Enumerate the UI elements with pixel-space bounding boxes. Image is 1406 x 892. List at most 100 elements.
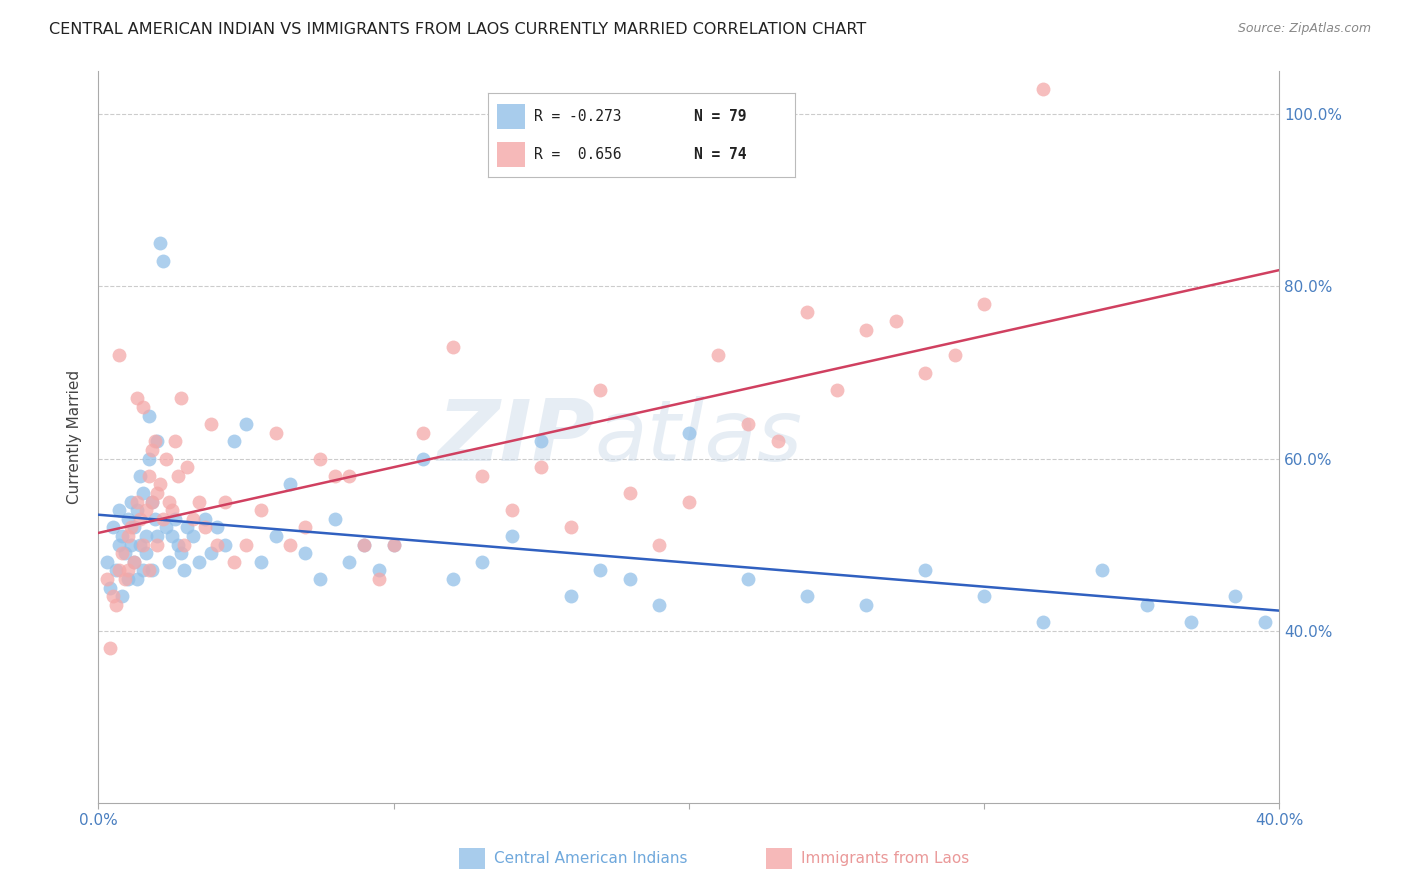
Point xyxy=(132,400,155,414)
Point xyxy=(471,555,494,569)
Point xyxy=(114,546,136,560)
Point xyxy=(194,512,217,526)
Point xyxy=(323,512,346,526)
Point xyxy=(103,520,125,534)
Point xyxy=(224,555,246,569)
Point xyxy=(501,529,523,543)
Point xyxy=(155,520,177,534)
Point xyxy=(96,555,118,569)
Point xyxy=(619,572,641,586)
Point xyxy=(309,451,332,466)
Point xyxy=(149,477,172,491)
Point xyxy=(98,640,121,655)
Point xyxy=(122,555,145,569)
Point xyxy=(884,314,907,328)
Point xyxy=(530,434,553,449)
Point xyxy=(162,503,183,517)
Point xyxy=(96,572,118,586)
Point xyxy=(176,520,198,534)
Point xyxy=(125,572,148,586)
Point xyxy=(105,564,128,578)
Point xyxy=(141,564,163,578)
Point xyxy=(441,340,464,354)
Point xyxy=(122,555,145,569)
Text: Source: ZipAtlas.com: Source: ZipAtlas.com xyxy=(1237,22,1371,36)
Point xyxy=(138,468,160,483)
Point xyxy=(146,538,169,552)
Point xyxy=(138,409,160,423)
Point xyxy=(165,512,187,526)
Point xyxy=(120,494,142,508)
Point xyxy=(530,460,553,475)
Point xyxy=(187,494,209,508)
Point xyxy=(678,425,700,440)
Point xyxy=(353,538,375,552)
Point xyxy=(339,468,361,483)
Point xyxy=(103,589,125,603)
Point xyxy=(120,538,142,552)
Point xyxy=(98,581,121,595)
Point xyxy=(157,494,180,508)
Point xyxy=(707,348,730,362)
Point xyxy=(1032,81,1054,95)
Point xyxy=(250,503,273,517)
Point xyxy=(125,494,148,508)
Point xyxy=(173,538,195,552)
Point xyxy=(589,383,612,397)
Point xyxy=(766,434,789,449)
Point xyxy=(187,555,209,569)
Point xyxy=(111,589,134,603)
Point xyxy=(170,546,193,560)
Point xyxy=(108,538,131,552)
Point xyxy=(114,572,136,586)
Point xyxy=(143,512,166,526)
Point xyxy=(235,417,257,432)
Point xyxy=(111,546,134,560)
Point xyxy=(678,494,700,508)
Point xyxy=(173,564,195,578)
Point xyxy=(235,538,257,552)
Point xyxy=(943,348,966,362)
Point xyxy=(796,305,818,319)
Text: atlas: atlas xyxy=(595,395,803,479)
Point xyxy=(214,494,236,508)
Point xyxy=(143,434,166,449)
Point xyxy=(914,564,936,578)
Point xyxy=(167,538,190,552)
Point xyxy=(224,434,246,449)
Point xyxy=(914,366,936,380)
Point xyxy=(132,538,155,552)
Point xyxy=(855,598,877,612)
Point xyxy=(165,434,187,449)
Text: Central American Indians: Central American Indians xyxy=(494,851,688,866)
Point xyxy=(368,572,391,586)
Point xyxy=(146,529,169,543)
Point xyxy=(162,529,183,543)
Point xyxy=(167,468,190,483)
Point xyxy=(141,494,163,508)
Text: CENTRAL AMERICAN INDIAN VS IMMIGRANTS FROM LAOS CURRENTLY MARRIED CORRELATION CH: CENTRAL AMERICAN INDIAN VS IMMIGRANTS FR… xyxy=(49,22,866,37)
Point xyxy=(339,555,361,569)
Point xyxy=(155,451,177,466)
Point xyxy=(181,529,204,543)
Point xyxy=(138,451,160,466)
Point xyxy=(382,538,405,552)
FancyBboxPatch shape xyxy=(458,848,485,869)
Point xyxy=(796,589,818,603)
Point xyxy=(108,348,131,362)
Point xyxy=(368,564,391,578)
Point xyxy=(111,529,134,543)
Point xyxy=(149,236,172,251)
Y-axis label: Currently Married: Currently Married xyxy=(67,370,83,504)
Point xyxy=(294,520,316,534)
Point xyxy=(619,486,641,500)
Point xyxy=(152,253,174,268)
Point xyxy=(973,296,995,310)
Point xyxy=(973,589,995,603)
Point xyxy=(855,322,877,336)
Point xyxy=(250,555,273,569)
Point xyxy=(138,564,160,578)
Text: Immigrants from Laos: Immigrants from Laos xyxy=(801,851,969,866)
Point xyxy=(117,572,139,586)
Point xyxy=(122,520,145,534)
